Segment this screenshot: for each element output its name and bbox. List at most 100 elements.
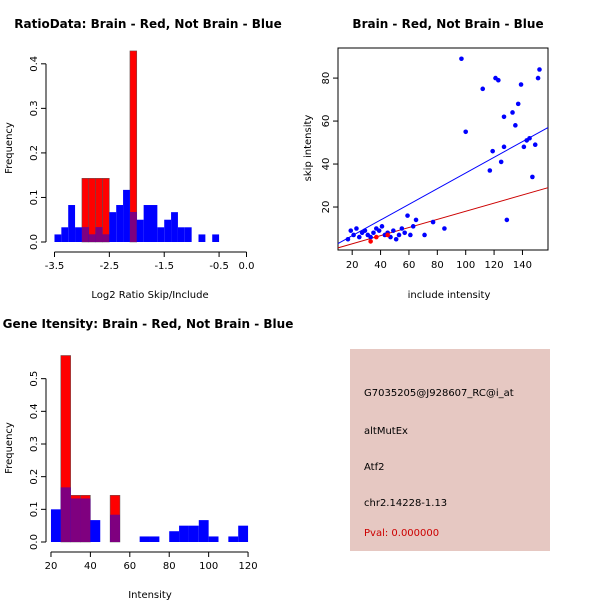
not-brain-point — [527, 135, 532, 141]
not-brain-point — [501, 114, 507, 120]
not-brain-point — [413, 217, 419, 223]
ratio-not-brain-bar — [54, 234, 62, 242]
ratio-not-brain-bar — [157, 227, 165, 242]
gene-y-tick-label: 0.5 — [29, 371, 40, 387]
not-brain-point — [379, 224, 385, 229]
ratio-y-tick-label: 0.4 — [29, 56, 40, 72]
gene-name-text: Atf2 — [364, 462, 384, 473]
not-brain-point — [430, 219, 436, 225]
gene-x-tick-label: 120 — [239, 561, 258, 572]
scatter-x-tick-label: 20 — [346, 260, 359, 271]
not-brain-point — [490, 148, 495, 154]
gene-not-brain-bar — [50, 509, 61, 542]
not-brain-point — [376, 228, 382, 233]
ratio-not-brain-bar — [109, 212, 117, 242]
scatter-x-tick-label: 40 — [374, 260, 387, 271]
not-brain-point — [510, 110, 515, 115]
gene-intensity-ylabel: Frequency — [4, 422, 15, 474]
gene-not-brain-bar — [139, 536, 150, 542]
not-brain-point — [504, 217, 510, 223]
gene-y-tick-label: 0.4 — [29, 403, 40, 419]
not-brain-fit-line — [337, 127, 549, 244]
not-brain-point — [480, 86, 486, 92]
gene-intensity-xlabel: Intensity — [128, 590, 172, 600]
not-brain-point — [345, 236, 351, 242]
gene-y-tick-label: 0.1 — [29, 501, 40, 517]
not-brain-point — [410, 224, 416, 229]
ratio-histogram-title: RatioData: Brain - Red, Not Brain - Blue — [14, 17, 281, 31]
gene-not-brain-bar — [208, 536, 219, 542]
ratio-x-tick-label: -1.5 — [154, 261, 174, 272]
gene-x-tick-label: 20 — [45, 561, 58, 572]
gene-overlap-bar — [80, 498, 91, 542]
gene-x-tick-label: 80 — [163, 561, 176, 572]
gene-not-brain-bar — [188, 525, 199, 542]
gene-not-brain-bar — [179, 525, 189, 542]
event-type-text: altMutEx — [364, 426, 408, 437]
gene-intensity-axes: 20 40 60 80 100 120 0.0 0.1 0.2 0.3 0.4 0.5 — [29, 371, 258, 572]
not-brain-point — [513, 123, 518, 128]
brain-point — [385, 232, 390, 238]
ratio-overlap-bar — [88, 234, 96, 242]
ratio-x-tick-label: -2.5 — [100, 261, 120, 272]
location-text: chr2.14228-1.13 — [364, 498, 447, 509]
not-brain-point — [515, 101, 521, 107]
scatter-y-tick-label: 80 — [321, 72, 332, 85]
not-brain-point — [405, 213, 410, 218]
gene-not-brain-bar — [169, 531, 180, 542]
ratio-not-brain-bar — [198, 234, 206, 242]
ratio-y-tick-label: 0.3 — [29, 100, 40, 116]
intensity-scatter-ylabel: skip intensity — [303, 115, 314, 182]
ratio-not-brain-bar — [123, 189, 130, 242]
not-brain-point — [532, 142, 538, 148]
ratio-y-tick-label: 0.1 — [29, 190, 40, 206]
ratio-not-brain-bar — [75, 227, 82, 242]
gene-not-brain-bar — [149, 536, 160, 542]
ratio-overlap-bar — [102, 234, 110, 242]
ratio-overlap-bar — [81, 227, 89, 242]
brain-point — [368, 239, 373, 244]
ratio-not-brain-bar — [171, 212, 178, 242]
gene-y-tick-label: 0.3 — [29, 436, 40, 452]
not-brain-point — [368, 234, 373, 240]
scatter-points — [345, 56, 542, 244]
ratio-not-brain-bar — [164, 219, 172, 242]
not-brain-point — [518, 82, 524, 87]
ratio-not-brain-bar — [177, 227, 185, 242]
probe-id-text: G7035205@J928607_RC@i_at — [364, 388, 514, 399]
ratio-y-tick-label: 0.2 — [29, 145, 40, 161]
intensity-scatter-xlabel: include intensity — [408, 290, 491, 301]
not-brain-point — [487, 168, 493, 173]
ratio-not-brain-bar — [136, 219, 144, 242]
probe-info-background — [350, 349, 550, 551]
ratio-x-tick-label: 0.0 — [239, 261, 255, 272]
not-brain-point — [459, 56, 464, 62]
not-brain-point — [354, 226, 359, 231]
not-brain-point — [521, 144, 527, 150]
gene-not-brain-bar — [228, 536, 239, 542]
scatter-x-tick-label: 60 — [403, 260, 416, 271]
ratio-histogram-bars — [54, 50, 220, 243]
gene-intensity-bars — [50, 355, 249, 543]
gene-not-brain-bar — [198, 520, 209, 542]
not-brain-point — [391, 228, 396, 233]
not-brain-point — [393, 236, 399, 242]
not-brain-point — [422, 232, 427, 238]
ratio-overlap-bar — [129, 212, 137, 242]
ratio-not-brain-bar — [143, 205, 151, 242]
not-brain-point — [356, 234, 362, 240]
scatter-y-tick-label: 40 — [321, 158, 332, 171]
scatter-x-tick-label: 140 — [513, 260, 532, 271]
not-brain-point — [362, 228, 368, 233]
not-brain-point — [396, 232, 402, 238]
not-brain-point — [371, 230, 376, 236]
not-brain-point — [498, 159, 504, 165]
gene-not-brain-bar — [238, 525, 249, 542]
pval-text: Pval: 0.000000 — [364, 528, 439, 539]
scatter-x-tick-label: 80 — [431, 260, 444, 271]
probe-info-panel: G7035205@J928607_RC@i_at altMutEx Atf2 c… — [350, 349, 550, 551]
ratio-x-tick-label: -3.5 — [45, 261, 65, 272]
not-brain-point — [351, 232, 356, 238]
not-brain-point — [399, 226, 405, 231]
scatter-fit-lines — [337, 127, 549, 249]
